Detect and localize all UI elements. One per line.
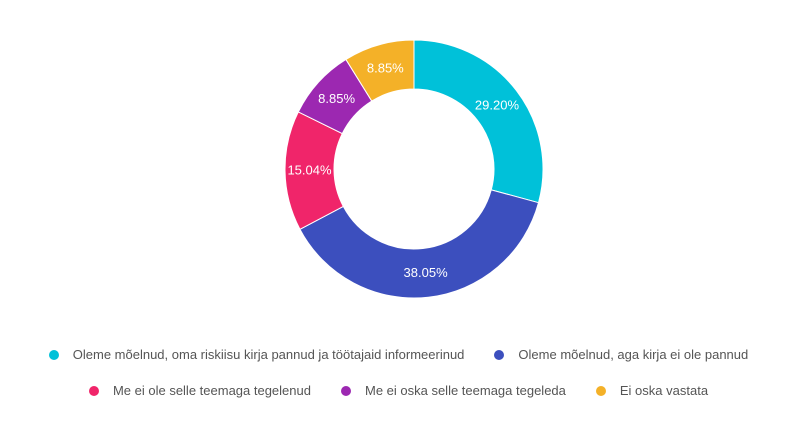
- slice-label: 29.20%: [475, 97, 520, 112]
- legend-dot-icon: [88, 385, 99, 396]
- legend-item[interactable]: Me ei oska selle teemaga tegeleda: [340, 383, 566, 398]
- donut-slice[interactable]: [299, 189, 540, 299]
- legend-label: Oleme mõelnud, oma riskiisu kirja pannud…: [72, 347, 465, 362]
- slice-label: 8.85%: [318, 91, 355, 106]
- legend-dot-icon: [595, 385, 606, 396]
- donut-slice[interactable]: [345, 39, 415, 102]
- slice-label: 8.85%: [367, 61, 404, 76]
- legend-dot-icon: [48, 349, 59, 360]
- legend-row-2: Me ei ole selle teemaga tegelenud Me ei o…: [0, 383, 797, 398]
- donut-chart: 29.20% 38.05% 15.04% 8.85% 8.85%: [284, 39, 544, 299]
- legend-item[interactable]: Oleme mõelnud, aga kirja ei ole pannud: [494, 347, 748, 362]
- legend-item[interactable]: Me ei ole selle teemaga tegelenud: [88, 383, 311, 398]
- legend-label: Ei oska vastata: [619, 383, 709, 398]
- legend-label: Me ei oska selle teemaga tegeleda: [364, 383, 566, 398]
- slice-label: 15.04%: [287, 162, 332, 177]
- legend-label: Oleme mõelnud, aga kirja ei ole pannud: [518, 347, 749, 362]
- donut-slice[interactable]: [413, 39, 544, 204]
- legend-dot-icon: [494, 349, 505, 360]
- slice-label: 38.05%: [404, 265, 449, 280]
- legend-item[interactable]: Ei oska vastata: [595, 383, 709, 398]
- legend-item[interactable]: Oleme mõelnud, oma riskiisu kirja pannud…: [48, 347, 465, 362]
- legend-dot-icon: [340, 385, 351, 396]
- legend-row-1: Oleme mõelnud, oma riskiisu kirja pannud…: [0, 347, 797, 362]
- legend-label: Me ei ole selle teemaga tegelenud: [112, 383, 311, 398]
